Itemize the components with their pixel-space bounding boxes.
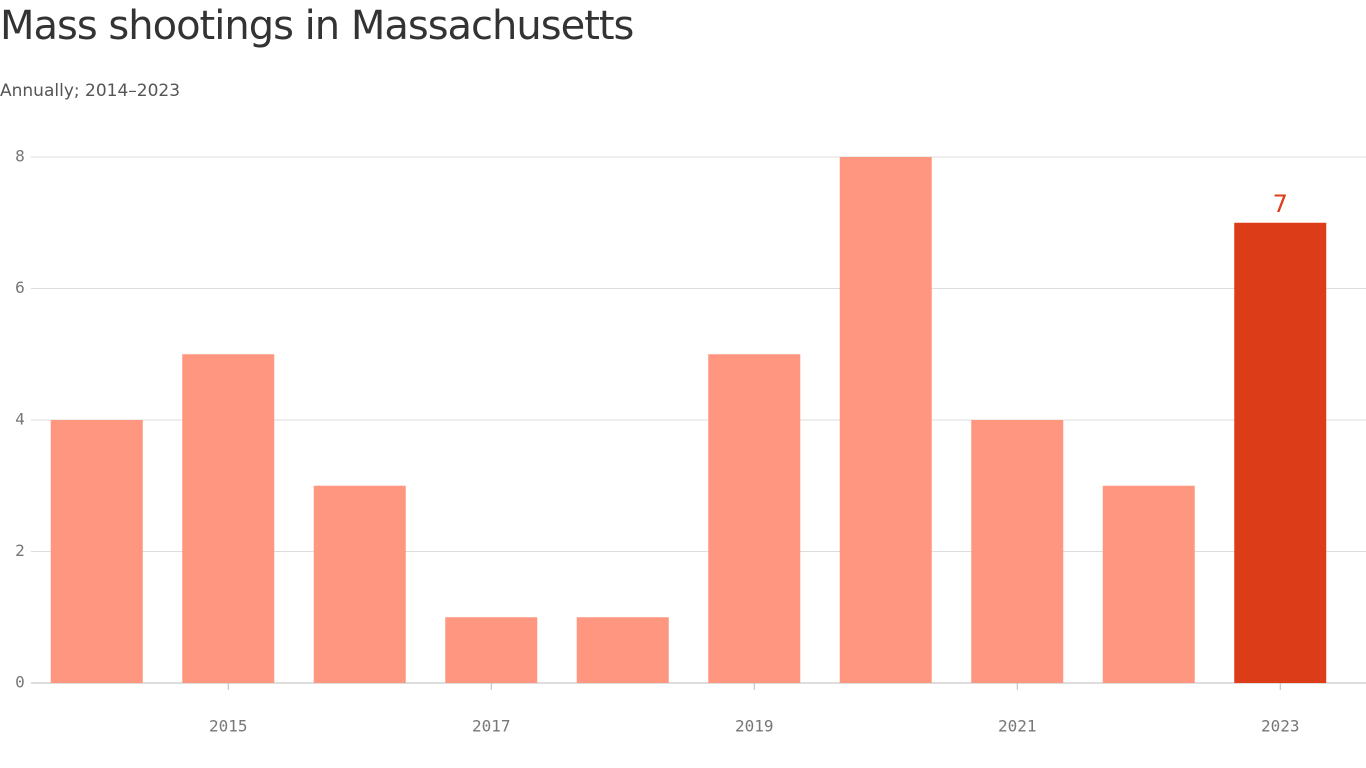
- bar: [1234, 222, 1327, 683]
- x-tick-label: 2017: [472, 717, 511, 736]
- bar: [971, 420, 1064, 683]
- bar: [576, 617, 669, 683]
- y-tick-label: 6: [15, 278, 25, 297]
- y-tick-label: 8: [15, 147, 25, 166]
- chart-subtitle: Annually; 2014–2023: [0, 81, 180, 101]
- x-tick-label: 2019: [735, 717, 774, 736]
- x-tick-label: 2015: [209, 717, 248, 736]
- y-tick-label: 0: [15, 673, 25, 692]
- bar: [182, 354, 275, 683]
- bar: [1102, 485, 1195, 683]
- bar: [708, 354, 801, 683]
- chart-title: Mass shootings in Massachusetts: [0, 3, 633, 49]
- bar: [445, 617, 538, 683]
- bar: [50, 420, 143, 683]
- y-tick-label: 2: [15, 541, 25, 560]
- x-tick-label: 2021: [998, 717, 1037, 736]
- bar: [839, 157, 932, 683]
- x-tick-label: 2023: [1261, 717, 1300, 736]
- value-label: 7: [1273, 190, 1288, 218]
- y-tick-label: 4: [15, 410, 25, 429]
- bar: [313, 485, 406, 683]
